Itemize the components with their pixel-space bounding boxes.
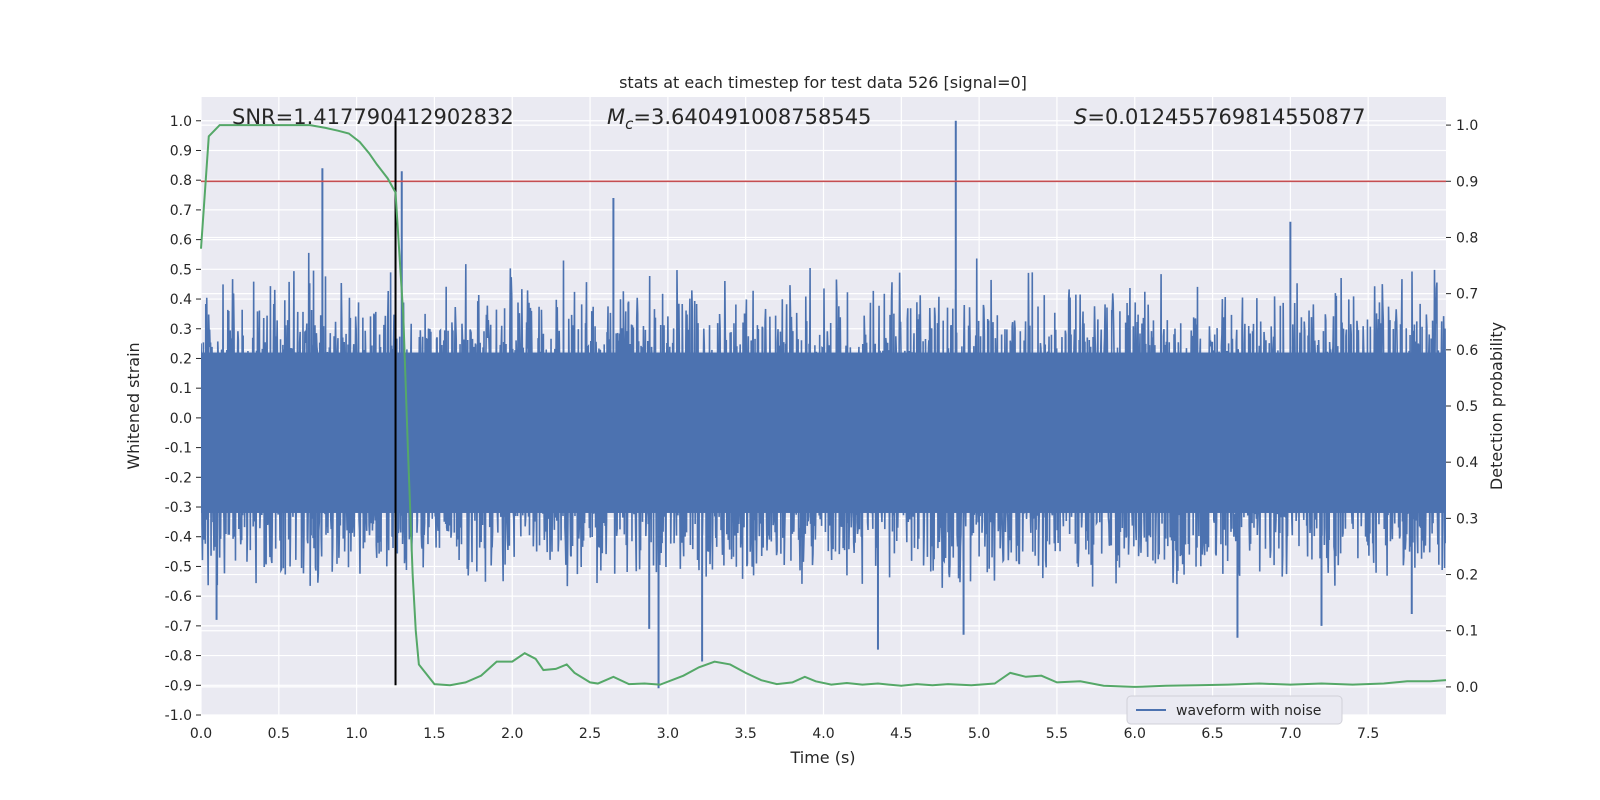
- x-tick-label: 1.0: [345, 726, 367, 742]
- y-tick-label: -0.6: [165, 589, 192, 605]
- x-tick-label: 5.0: [968, 726, 990, 742]
- y-tick-label: 0.6: [170, 233, 192, 249]
- x-tick-label: 7.5: [1357, 726, 1379, 742]
- y-right-tick-label: 0.1: [1456, 624, 1478, 640]
- y-tick-label: 0.4: [170, 292, 192, 308]
- y-right-tick-label: 1.0: [1456, 118, 1478, 134]
- waveform-core: [201, 352, 1446, 513]
- y-axis-label: Whitened strain: [124, 342, 143, 469]
- y-right-tick-label: 0.7: [1456, 287, 1478, 303]
- legend: waveform with noise: [1126, 695, 1343, 725]
- mc-value: =3.640491008758545: [633, 105, 871, 129]
- y-tick-label: 0.7: [170, 203, 192, 219]
- x-tick-label: 3.5: [735, 726, 757, 742]
- x-tick-label: 4.5: [890, 726, 912, 742]
- legend-box: [1126, 695, 1343, 725]
- y-right-tick-label: 0.5: [1456, 399, 1478, 415]
- y-tick-label: -0.2: [165, 470, 192, 486]
- x-tick-label: 2.5: [579, 726, 601, 742]
- mc-subscript: c: [625, 115, 634, 133]
- x-tick-label: 6.5: [1201, 726, 1223, 742]
- y-tick-label: 0.8: [170, 173, 192, 189]
- y-right-tick-label: 0.8: [1456, 230, 1478, 246]
- y-tick-label: 0.5: [170, 262, 192, 278]
- y-tick-label: 0.1: [170, 381, 192, 397]
- snr-annotation: SNR=1.417790412902832: [232, 105, 514, 129]
- x-tick-label: 3.0: [657, 726, 679, 742]
- s-annotation: S=0.012455769814550877: [1074, 105, 1365, 129]
- y-right-tick-label: 0.0: [1456, 680, 1478, 696]
- y-axis-ticks: 1.0 0.9 0.8 0.7 0.6 0.5 0.4 0.3 0.2 0.1 0.0 -0.1 -0.…: [165, 114, 201, 724]
- y-tick-label: 1.0: [170, 114, 192, 130]
- x-tick-label: 2.0: [501, 726, 523, 742]
- y-tick-label: -0.3: [165, 500, 192, 516]
- y-right-axis-ticks: 1.0 0.9 0.8 0.7 0.6 0.5 0.4 0.3 0.2 0.1 0.0: [1446, 118, 1478, 696]
- y-right-tick-label: 0.2: [1456, 568, 1478, 584]
- y-right-tick-label: 0.9: [1456, 174, 1478, 190]
- x-axis-ticks: 0.0 0.5 1.0 1.5 2.0 2.5 3.0 3.5 4.0 4.5 5.0 5.5 6.0 6…: [190, 726, 1379, 742]
- y-tick-label: -0.9: [165, 678, 192, 694]
- y-tick-label: 0.2: [170, 351, 192, 367]
- y-tick-label: -0.7: [165, 619, 192, 635]
- y-tick-label: -0.5: [165, 559, 192, 575]
- s-symbol: S: [1074, 105, 1087, 129]
- x-axis-label: Time (s): [789, 748, 855, 767]
- y-tick-label: -0.4: [165, 530, 192, 546]
- s-value: =0.012455769814550877: [1087, 105, 1365, 129]
- y-tick-label: 0.3: [170, 322, 192, 338]
- y-tick-label: -1.0: [165, 708, 192, 724]
- mc-symbol: M: [607, 105, 625, 129]
- x-tick-label: 7.0: [1279, 726, 1301, 742]
- x-tick-label: 0.0: [190, 726, 212, 742]
- x-tick-label: 6.0: [1124, 726, 1146, 742]
- legend-entry-waveform: waveform with noise: [1176, 703, 1321, 719]
- y-right-tick-label: 0.3: [1456, 511, 1478, 527]
- y-tick-label: 0.9: [170, 143, 192, 159]
- y-tick-label: -0.8: [165, 649, 192, 665]
- x-tick-label: 0.5: [268, 726, 290, 742]
- snr-prefix: SNR=: [232, 105, 293, 129]
- x-tick-label: 4.0: [812, 726, 834, 742]
- y-tick-label: 0.0: [170, 411, 192, 427]
- x-tick-label: 1.5: [423, 726, 445, 742]
- snr-value: 1.417790412902832: [293, 105, 513, 129]
- y-right-axis-label: Detection probability: [1487, 322, 1506, 490]
- probability-series-line: [200, 124, 1447, 688]
- y-tick-label: -0.1: [165, 441, 192, 457]
- y-right-tick-label: 0.4: [1456, 455, 1478, 471]
- chart-title: stats at each timestep for test data 526…: [619, 73, 1027, 92]
- x-tick-label: 5.5: [1046, 726, 1068, 742]
- y-right-tick-label: 0.6: [1456, 343, 1478, 359]
- mc-annotation: Mc=3.640491008758545: [607, 105, 871, 133]
